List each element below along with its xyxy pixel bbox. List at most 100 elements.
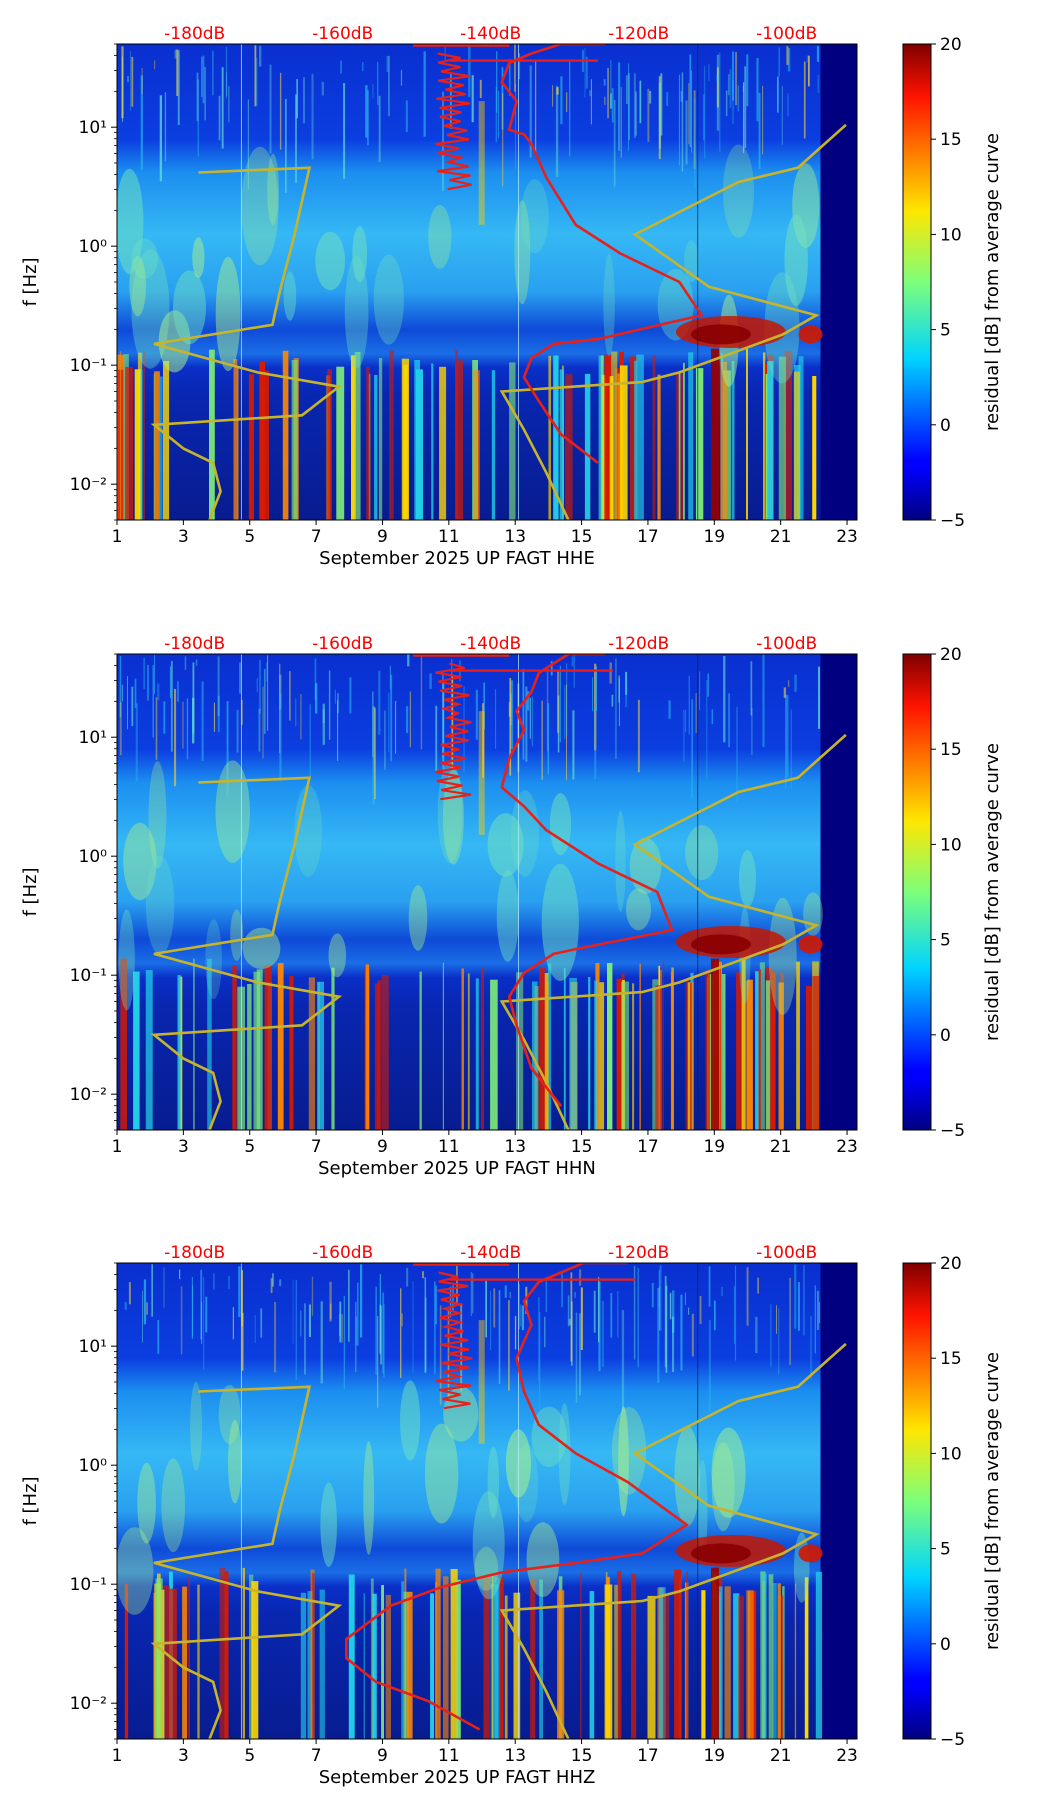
colorbar-label: residual [dB] from average curve (982, 133, 1003, 431)
x-tick-label: 11 (438, 1746, 460, 1766)
db-scale-label: -180dB (164, 24, 225, 44)
x-tick-label: 21 (770, 1746, 792, 1766)
db-scale-label: -120dB (608, 24, 669, 44)
psd-curve-jagged (435, 662, 472, 801)
y-tick-label: 10⁻¹ (70, 1575, 107, 1595)
colorbar-tick-label: 15 (940, 1349, 962, 1369)
colorbar-tick-label: 20 (940, 35, 962, 55)
db-scale-label: -100dB (756, 634, 817, 654)
spectrogram (117, 654, 857, 1130)
average-psd-curve (500, 44, 704, 464)
y-tick-label: 10⁻² (70, 475, 107, 495)
x-tick-label: 1 (112, 1746, 123, 1766)
x-tick-label: 19 (703, 1746, 725, 1766)
x-tick-label: 13 (504, 527, 526, 547)
x-tick-label: 7 (311, 1746, 322, 1766)
colorbar-tick-label: 15 (940, 130, 962, 150)
colorbar-tick-label: 10 (940, 1444, 962, 1464)
colorbar-tick-label: 5 (940, 1540, 951, 1560)
db-scale-label: -160dB (312, 1243, 373, 1263)
colorbar-label: residual [dB] from average curve (982, 743, 1003, 1041)
x-tick-label: 17 (637, 527, 659, 547)
db-scale-label: -100dB (756, 1243, 817, 1263)
y-tick-label: 10⁻¹ (70, 966, 107, 986)
db-scale-label: -100dB (756, 24, 817, 44)
x-tick-label: 23 (836, 1746, 858, 1766)
psd-curve-jagged (435, 52, 472, 191)
x-tick-label: 19 (703, 1137, 725, 1157)
average-psd-curve (500, 654, 674, 1107)
db-scale-label: -160dB (312, 634, 373, 654)
x-tick-label: 15 (571, 1746, 593, 1766)
spectrogram (117, 44, 857, 520)
y-tick-label: 10¹ (79, 118, 107, 138)
average-psd-curve (345, 1263, 690, 1731)
y-axis-label: f [Hz] (20, 867, 41, 916)
x-tick-label: 3 (178, 527, 189, 547)
x-tick-label: 17 (637, 1137, 659, 1157)
colorbar-tick-label: −5 (940, 1121, 965, 1141)
spectrogram (117, 1263, 857, 1739)
x-tick-label: 7 (311, 1137, 322, 1157)
x-tick-label: 3 (178, 1746, 189, 1766)
high-noise-model-curve (499, 123, 847, 520)
colorbar-tick-label: 0 (940, 1026, 951, 1046)
y-tick-label: 10⁰ (79, 237, 108, 257)
x-axis-label: September 2025 UP FAGT HHN (318, 1158, 596, 1179)
x-tick-label: 23 (836, 527, 858, 547)
db-scale-label: -140dB (460, 24, 521, 44)
db-scale-label: -120dB (608, 1243, 669, 1263)
x-tick-label: 15 (571, 527, 593, 547)
y-tick-label: 10⁰ (79, 847, 108, 867)
colorbar-tick-label: 10 (940, 835, 962, 855)
colorbar (902, 43, 932, 521)
y-axis-label: f [Hz] (20, 1476, 41, 1525)
colorbar-tick-label: 20 (940, 645, 962, 665)
y-tick-label: 10¹ (79, 1337, 107, 1357)
y-tick-label: 10⁻² (70, 1085, 107, 1105)
x-tick-label: 19 (703, 527, 725, 547)
x-tick-label: 1 (112, 527, 123, 547)
x-tick-label: 21 (770, 527, 792, 547)
colorbar-tick-label: −5 (940, 511, 965, 531)
colorbar-label: residual [dB] from average curve (982, 1352, 1003, 1650)
colorbar-tick-label: 0 (940, 416, 951, 436)
y-tick-label: 10¹ (79, 728, 107, 748)
low-noise-model-curve (150, 166, 343, 520)
db-scale-label: -140dB (460, 1243, 521, 1263)
x-tick-label: 11 (438, 527, 460, 547)
x-tick-label: 3 (178, 1137, 189, 1157)
db-scale-label: -180dB (164, 634, 225, 654)
x-tick-label: 7 (311, 527, 322, 547)
x-tick-label: 21 (770, 1137, 792, 1157)
x-tick-label: 5 (244, 1137, 255, 1157)
db-scale-label: -180dB (164, 1243, 225, 1263)
x-tick-label: 15 (571, 1137, 593, 1157)
colorbar-tick-label: −5 (940, 1730, 965, 1750)
db-scale-label: -160dB (312, 24, 373, 44)
x-tick-label: 13 (504, 1746, 526, 1766)
colorbar-tick-label: 20 (940, 1254, 962, 1274)
x-tick-label: 9 (377, 1746, 388, 1766)
x-axis-label: September 2025 UP FAGT HHE (319, 548, 595, 569)
x-axis-label: September 2025 UP FAGT HHZ (319, 1767, 596, 1788)
colorbar (902, 1262, 932, 1740)
y-axis-label: f [Hz] (20, 257, 41, 306)
db-scale-label: -140dB (460, 634, 521, 654)
low-noise-model-curve (150, 776, 343, 1130)
x-tick-label: 9 (377, 527, 388, 547)
x-tick-label: 17 (637, 1746, 659, 1766)
y-tick-label: 10⁻² (70, 1694, 107, 1714)
y-tick-label: 10⁰ (79, 1456, 108, 1476)
x-tick-label: 23 (836, 1137, 858, 1157)
low-noise-model-curve (150, 1385, 343, 1739)
high-noise-model-curve (499, 733, 847, 1130)
colorbar-tick-label: 5 (940, 321, 951, 341)
high-noise-model-curve (499, 1342, 847, 1739)
x-tick-label: 1 (112, 1137, 123, 1157)
colorbar-tick-label: 5 (940, 931, 951, 951)
